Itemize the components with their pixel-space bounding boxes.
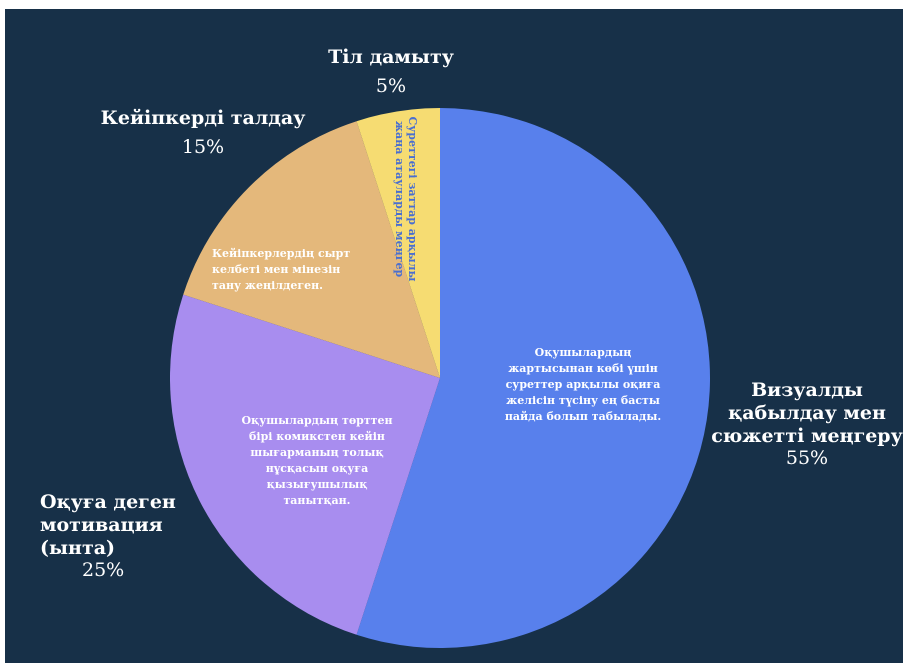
slice-label-language: Тіл дамыту 5% bbox=[321, 46, 461, 98]
slice-label-visual-line2: қабылдау мен bbox=[728, 401, 886, 424]
slice-label-motivation-line1: Оқуға деген bbox=[40, 491, 176, 513]
pie-slice-2 bbox=[183, 121, 441, 379]
slice-percent-visual: 55% bbox=[785, 447, 829, 470]
pie-slice-1 bbox=[169, 294, 440, 635]
slice-note-visual: Оқушылардың жартысынан көбі үшін суретте… bbox=[504, 346, 662, 423]
slice-percent-motivation: 25% bbox=[82, 559, 125, 582]
slice-label-visual-line1: Визуалды bbox=[751, 379, 863, 401]
pie-slice-0 bbox=[356, 108, 710, 648]
slice-percent-character: 15% bbox=[181, 135, 225, 158]
slice-label-motivation-line3: (ынта) bbox=[40, 536, 116, 559]
slice-label-language-line1: Тіл дамыту bbox=[328, 46, 454, 68]
slice-label-character-line1: Кейіпкерді талдау bbox=[100, 107, 306, 129]
slice-label-motivation-line2: мотивация bbox=[40, 513, 163, 536]
slice-note-character: Кейіпкерлердің сырт келбеті мен мінезін … bbox=[212, 247, 351, 292]
slice-note-motivation: Оқушылардың төрттен бірі комикстен кейін… bbox=[241, 414, 393, 507]
chart-frame: Суреттегі заттар арқылы жаңа атауларды ме… bbox=[5, 9, 903, 663]
slice-label-character: Кейіпкерді талдау 15% bbox=[93, 107, 313, 159]
slice-label-visual-line3: сюжетті меңгеру bbox=[711, 424, 903, 447]
slice-label-visual: Визуалды қабылдау мен сюжетті меңгеру 55… bbox=[711, 379, 903, 470]
slice-label-motivation: Оқуға деген мотивация (ынта) 25% bbox=[40, 491, 180, 582]
slice-percent-language: 5% bbox=[375, 74, 407, 97]
slice-note-language-line2: жаңа атауларды меңгер bbox=[393, 121, 406, 278]
pie-slice-3 bbox=[356, 108, 440, 378]
slice-note-language-line1: Суреттегі заттар арқылы bbox=[406, 116, 419, 281]
